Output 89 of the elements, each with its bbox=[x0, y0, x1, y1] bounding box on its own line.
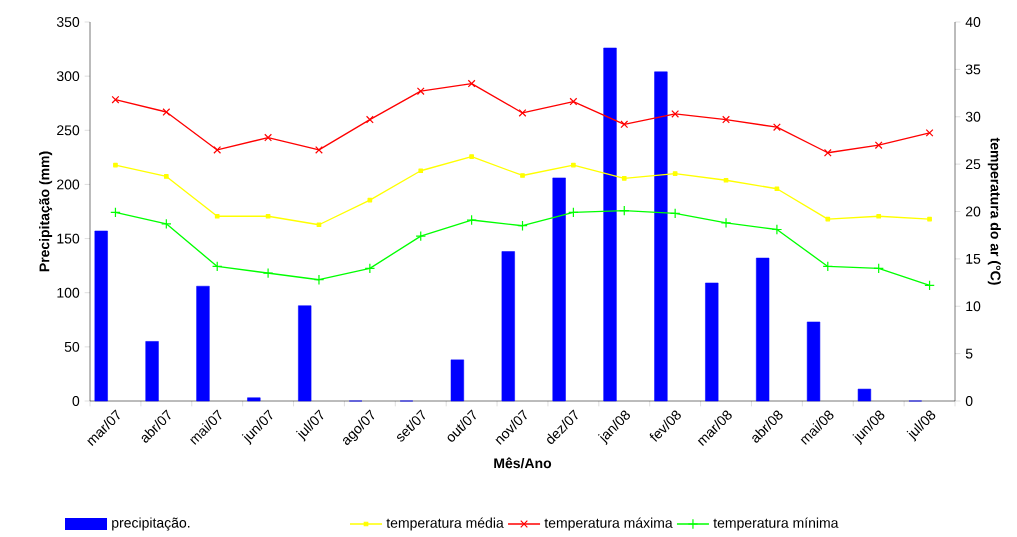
point bbox=[113, 162, 118, 168]
bar bbox=[756, 257, 770, 402]
point bbox=[569, 97, 578, 106]
y-tick-label: 50 bbox=[64, 341, 80, 352]
point bbox=[873, 263, 884, 274]
point bbox=[722, 115, 730, 124]
y-tick-label: 300 bbox=[56, 71, 80, 82]
point bbox=[365, 115, 374, 124]
point bbox=[723, 177, 729, 183]
y-tick-label: 0 bbox=[72, 396, 80, 406]
y-axis-title: Precipitação (mm) bbox=[39, 151, 53, 272]
point bbox=[924, 280, 935, 291]
point bbox=[161, 218, 172, 230]
bar bbox=[705, 282, 719, 402]
point bbox=[416, 87, 425, 96]
bar bbox=[603, 47, 617, 402]
point bbox=[774, 186, 780, 192]
point bbox=[315, 146, 323, 154]
y2-tick-label: 40 bbox=[965, 17, 981, 27]
y-tick-label: 200 bbox=[57, 179, 80, 190]
bar bbox=[501, 251, 515, 402]
bar bbox=[145, 341, 159, 402]
bar bbox=[450, 359, 464, 402]
bar bbox=[298, 305, 312, 402]
point bbox=[467, 79, 476, 88]
point bbox=[927, 216, 932, 222]
point bbox=[619, 205, 630, 216]
point bbox=[771, 224, 783, 235]
y2-tick-label: 25 bbox=[965, 159, 981, 170]
point bbox=[418, 168, 424, 174]
y2-tick-label: 35 bbox=[965, 64, 981, 75]
x-axis-title: Mês/Ano bbox=[494, 457, 552, 469]
point bbox=[671, 110, 680, 118]
point bbox=[672, 171, 678, 176]
point bbox=[568, 207, 579, 218]
point bbox=[876, 213, 882, 219]
y2-axis-title: temperatura do ar (°C) bbox=[987, 137, 1001, 285]
legend-label: precipitação. bbox=[112, 517, 190, 531]
point bbox=[313, 274, 325, 285]
bar bbox=[196, 285, 210, 402]
bar bbox=[857, 388, 872, 402]
point bbox=[517, 220, 528, 231]
point bbox=[520, 173, 525, 178]
point bbox=[825, 216, 831, 222]
point bbox=[211, 261, 223, 272]
point bbox=[822, 261, 834, 272]
point bbox=[466, 214, 477, 226]
legend-label: temperatura mínima bbox=[713, 517, 839, 531]
point bbox=[669, 208, 681, 219]
point bbox=[214, 213, 220, 219]
point bbox=[620, 120, 629, 129]
bar bbox=[94, 230, 108, 402]
point bbox=[874, 141, 883, 150]
y-tick-label: 100 bbox=[57, 287, 80, 298]
bar bbox=[806, 321, 821, 402]
point bbox=[162, 108, 171, 116]
y2-tick-label: 10 bbox=[966, 301, 981, 312]
y-tick-label: 150 bbox=[57, 233, 80, 244]
bar bbox=[552, 177, 566, 402]
point bbox=[265, 213, 271, 219]
legend-label: temperatura máxima bbox=[544, 517, 673, 531]
y-tick-label: 250 bbox=[57, 125, 80, 136]
y2-tick-label: 30 bbox=[965, 111, 981, 122]
point bbox=[571, 162, 576, 168]
point bbox=[316, 222, 322, 228]
point bbox=[262, 267, 274, 279]
point bbox=[773, 123, 781, 132]
point bbox=[621, 176, 627, 181]
y-tick-label: 350 bbox=[56, 17, 80, 27]
y2-tick-label: 5 bbox=[965, 348, 973, 359]
bar bbox=[247, 397, 261, 402]
point bbox=[415, 230, 427, 242]
point bbox=[720, 217, 732, 229]
point bbox=[367, 197, 373, 203]
point bbox=[163, 174, 169, 179]
y2-tick-label: 15 bbox=[966, 254, 981, 264]
y2-tick-label: 0 bbox=[965, 396, 973, 406]
bar bbox=[654, 71, 668, 402]
point bbox=[110, 207, 121, 218]
point bbox=[264, 133, 272, 142]
point bbox=[925, 128, 934, 137]
point bbox=[111, 95, 120, 104]
point bbox=[469, 154, 474, 159]
point bbox=[213, 146, 222, 154]
point bbox=[823, 148, 832, 157]
point bbox=[364, 263, 376, 274]
y2-tick-label: 20 bbox=[965, 206, 981, 217]
legend-label: temperatura média bbox=[386, 517, 504, 531]
point bbox=[518, 109, 527, 117]
